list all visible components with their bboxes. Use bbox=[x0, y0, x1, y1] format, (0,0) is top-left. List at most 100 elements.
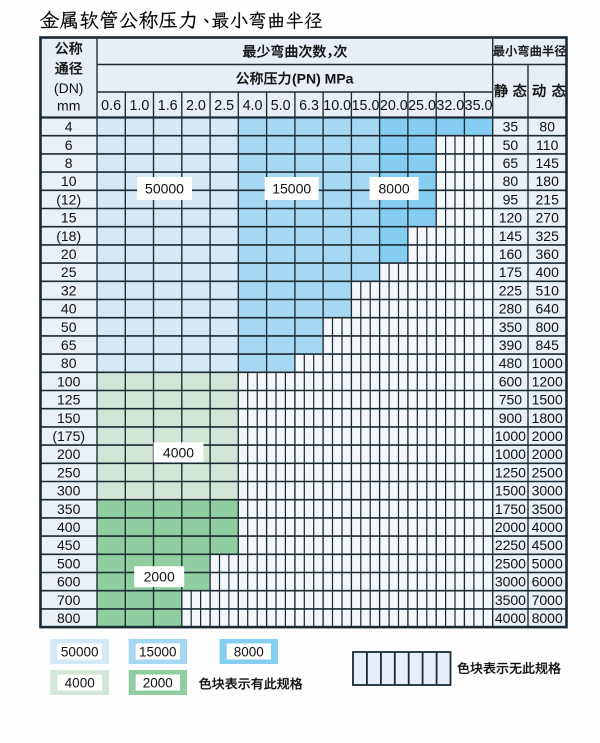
svg-text:65: 65 bbox=[61, 337, 77, 353]
svg-text:2000: 2000 bbox=[532, 428, 563, 444]
svg-text:5000: 5000 bbox=[532, 555, 563, 571]
svg-text:350: 350 bbox=[499, 319, 523, 335]
svg-text:80: 80 bbox=[61, 355, 77, 371]
svg-text:1.0: 1.0 bbox=[129, 98, 149, 114]
svg-text:270: 270 bbox=[536, 210, 560, 226]
svg-text:(175): (175) bbox=[52, 428, 85, 444]
svg-text:1750: 1750 bbox=[495, 501, 526, 517]
svg-text:(12): (12) bbox=[56, 191, 81, 207]
svg-text:225: 225 bbox=[499, 282, 523, 298]
svg-text:325: 325 bbox=[536, 228, 560, 244]
svg-text:50: 50 bbox=[503, 137, 519, 153]
svg-text:3000: 3000 bbox=[532, 483, 563, 499]
svg-text:15: 15 bbox=[61, 210, 77, 226]
svg-text:1500: 1500 bbox=[532, 392, 563, 408]
svg-text:200: 200 bbox=[57, 446, 81, 462]
svg-text:2000: 2000 bbox=[144, 569, 175, 585]
svg-text:25: 25 bbox=[61, 264, 77, 280]
svg-text:845: 845 bbox=[536, 337, 560, 353]
svg-text:80: 80 bbox=[503, 173, 519, 189]
svg-text:2000: 2000 bbox=[532, 446, 563, 462]
svg-text:(DN): (DN) bbox=[54, 80, 84, 96]
svg-text:1500: 1500 bbox=[495, 483, 526, 499]
svg-text:1800: 1800 bbox=[532, 410, 563, 426]
svg-text:4000: 4000 bbox=[163, 444, 194, 460]
svg-text:510: 510 bbox=[536, 282, 560, 298]
svg-text:65: 65 bbox=[503, 155, 519, 171]
svg-text:100: 100 bbox=[57, 373, 81, 389]
svg-text:215: 215 bbox=[536, 191, 560, 207]
svg-text:2.5: 2.5 bbox=[214, 98, 234, 114]
svg-text:32.0: 32.0 bbox=[436, 98, 464, 114]
svg-text:110: 110 bbox=[536, 137, 559, 153]
svg-text:25.0: 25.0 bbox=[408, 98, 436, 114]
svg-text:150: 150 bbox=[57, 410, 81, 426]
svg-text:1250: 1250 bbox=[495, 464, 526, 480]
svg-text:125: 125 bbox=[57, 392, 81, 408]
svg-text:0.6: 0.6 bbox=[101, 98, 121, 114]
svg-text:400: 400 bbox=[536, 264, 560, 280]
svg-text:2000: 2000 bbox=[495, 519, 526, 535]
svg-text:1200: 1200 bbox=[532, 373, 563, 389]
svg-text:15000: 15000 bbox=[139, 644, 177, 659]
svg-text:6: 6 bbox=[65, 137, 73, 153]
svg-text:50: 50 bbox=[61, 319, 77, 335]
svg-text:360: 360 bbox=[536, 246, 560, 262]
svg-text:6.3: 6.3 bbox=[299, 98, 319, 114]
svg-text:4000: 4000 bbox=[65, 675, 95, 690]
svg-text:1000: 1000 bbox=[495, 446, 526, 462]
svg-text:750: 750 bbox=[499, 392, 523, 408]
svg-text:175: 175 bbox=[499, 264, 523, 280]
svg-text:390: 390 bbox=[499, 337, 523, 353]
svg-text:1.6: 1.6 bbox=[158, 98, 178, 114]
svg-text:15.0: 15.0 bbox=[352, 98, 380, 114]
svg-text:180: 180 bbox=[536, 173, 560, 189]
svg-text:2500: 2500 bbox=[495, 555, 526, 571]
svg-text:8000: 8000 bbox=[379, 181, 410, 197]
svg-text:250: 250 bbox=[57, 464, 81, 480]
svg-text:500: 500 bbox=[57, 555, 81, 571]
svg-text:600: 600 bbox=[57, 574, 81, 590]
svg-text:2500: 2500 bbox=[532, 464, 563, 480]
svg-text:640: 640 bbox=[536, 301, 560, 317]
svg-text:50000: 50000 bbox=[145, 181, 184, 197]
svg-text:95: 95 bbox=[503, 191, 519, 207]
svg-text:800: 800 bbox=[536, 319, 560, 335]
svg-text:8000: 8000 bbox=[532, 610, 563, 626]
svg-text:80: 80 bbox=[539, 119, 555, 135]
svg-text:160: 160 bbox=[499, 246, 523, 262]
svg-text:600: 600 bbox=[499, 373, 523, 389]
svg-text:145: 145 bbox=[499, 228, 523, 244]
svg-text:(PN) MPa: (PN) MPa bbox=[292, 71, 354, 87]
svg-text:300: 300 bbox=[57, 483, 81, 499]
svg-text:40: 40 bbox=[61, 301, 77, 317]
svg-text:2000: 2000 bbox=[143, 675, 173, 690]
svg-text:8: 8 bbox=[65, 155, 73, 171]
svg-text:1000: 1000 bbox=[495, 428, 526, 444]
svg-text:4000: 4000 bbox=[532, 519, 563, 535]
svg-text:15000: 15000 bbox=[272, 181, 311, 197]
svg-text:6000: 6000 bbox=[532, 574, 563, 590]
svg-text:2.0: 2.0 bbox=[186, 98, 206, 114]
svg-text:4: 4 bbox=[65, 119, 73, 135]
svg-text:4000: 4000 bbox=[495, 610, 526, 626]
svg-text:2250: 2250 bbox=[495, 537, 526, 553]
svg-text:145: 145 bbox=[536, 155, 560, 171]
svg-text:700: 700 bbox=[57, 592, 81, 608]
svg-text:3500: 3500 bbox=[532, 501, 563, 517]
svg-text:1000: 1000 bbox=[532, 355, 563, 371]
svg-text:35.0: 35.0 bbox=[465, 98, 493, 114]
svg-text:7000: 7000 bbox=[532, 592, 563, 608]
svg-text:10: 10 bbox=[61, 173, 77, 189]
svg-text:20: 20 bbox=[61, 246, 77, 262]
svg-text:50000: 50000 bbox=[61, 644, 99, 659]
svg-text:800: 800 bbox=[57, 610, 81, 626]
svg-text:120: 120 bbox=[499, 210, 523, 226]
svg-text:350: 350 bbox=[57, 501, 81, 517]
svg-text:480: 480 bbox=[499, 355, 523, 371]
svg-text:450: 450 bbox=[57, 537, 81, 553]
svg-text:5.0: 5.0 bbox=[271, 98, 291, 114]
svg-text:280: 280 bbox=[499, 301, 523, 317]
svg-text:10.0: 10.0 bbox=[323, 98, 351, 114]
svg-text:mm: mm bbox=[57, 98, 80, 114]
